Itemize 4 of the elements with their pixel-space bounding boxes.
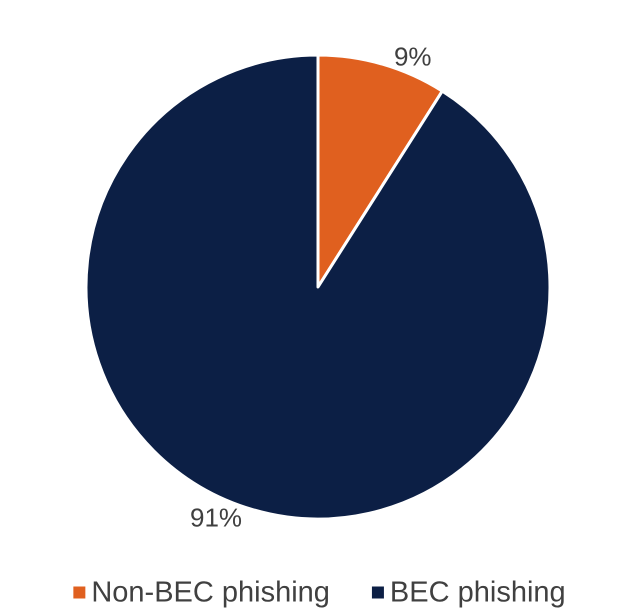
legend-label: Non-BEC phishing	[91, 576, 330, 608]
data-label: 9%	[394, 42, 432, 72]
data-label: 91%	[190, 502, 242, 532]
legend-label: BEC phishing	[390, 576, 566, 608]
